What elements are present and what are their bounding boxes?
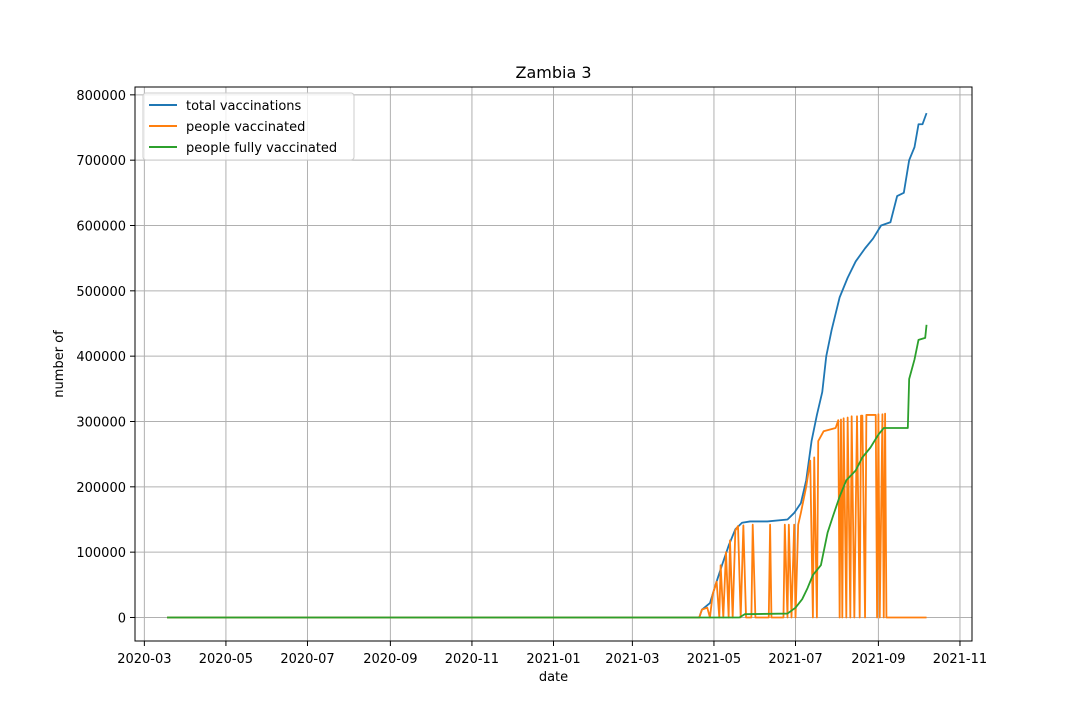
y-tick-label: 100000 (76, 546, 126, 561)
y-tick-label: 400000 (76, 350, 126, 365)
x-tick-label: 2020-11 (445, 652, 499, 667)
legend-box (142, 92, 355, 161)
series-lines (167, 112, 928, 619)
x-tick-label: 2020-03 (117, 652, 171, 667)
x-tick-label: 2021-01 (526, 652, 580, 667)
legend-label: total vaccinations (186, 99, 302, 114)
x-axis-title: date (539, 670, 568, 685)
x-tick-label: 2021-05 (687, 652, 741, 667)
y-tick-label: 600000 (76, 220, 126, 235)
x-tick-label: 2021-07 (768, 652, 822, 667)
x-tick-label: 2021-09 (851, 652, 905, 667)
x-tick-label: 2020-07 (280, 652, 334, 667)
series-line-1 (167, 112, 928, 619)
legend: total vaccinations people vaccinated peopl… (142, 92, 355, 161)
legend-label: people vaccinated (186, 120, 305, 135)
x-tick-label: 2020-09 (363, 652, 417, 667)
x-tick-label: 2020-05 (199, 652, 253, 667)
series-line-2 (167, 412, 927, 619)
y-tick-label: 700000 (76, 154, 126, 169)
series-line-3 (167, 324, 928, 619)
y-tick-label: 0 (118, 611, 126, 626)
chart-title: Zambia 3 (515, 63, 591, 82)
y-tick-label: 300000 (76, 415, 126, 430)
y-axis: 0 100000 200000 300000 400000 500000 600000 700… (76, 89, 135, 626)
x-axis: 2020-03 2020-05 2020-07 2020-09 2020-11 2021-… (117, 641, 987, 667)
y-tick-label: 800000 (76, 89, 126, 104)
y-tick-label: 200000 (76, 481, 126, 496)
x-tick-label: 2021-03 (605, 652, 659, 667)
x-tick-label: 2021-11 (933, 652, 987, 667)
y-axis-title: number of (52, 330, 67, 398)
y-tick-label: 500000 (76, 285, 126, 300)
legend-label: people fully vaccinated (186, 141, 337, 156)
